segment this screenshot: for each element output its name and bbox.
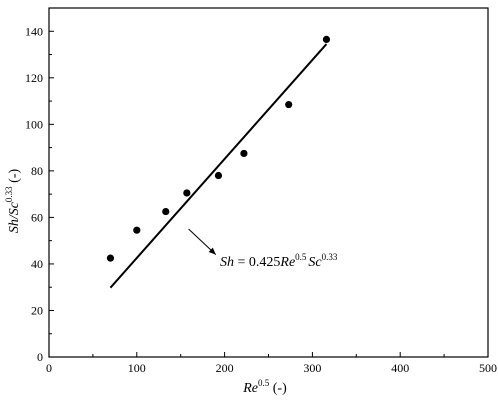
- y-tick-label: 120: [25, 71, 43, 85]
- y-tick-label: 60: [31, 210, 43, 224]
- y-tick-label: 80: [31, 164, 43, 178]
- fit-line-group: [109, 43, 328, 289]
- y-tick-label: 0: [37, 350, 43, 364]
- x-tick-label: 100: [128, 361, 146, 375]
- plot-frame: [48, 7, 489, 358]
- y-axis-label: Sh/Sc0.33 (-): [4, 168, 22, 233]
- fit-equation-annotation: Sh = 0.425Re0.5 Sc0.33: [220, 252, 338, 270]
- y-axis-ticks: 0 20 40 60 80 100 120 140: [25, 7, 54, 364]
- fit-line: [109, 43, 328, 289]
- x-axis-label: Re0.5 (-): [242, 378, 287, 396]
- y-tick-label: 20: [31, 303, 43, 317]
- data-point: [183, 189, 191, 197]
- x-tick-label: 300: [303, 361, 321, 375]
- data-point: [240, 149, 248, 158]
- annotation-arrow: [188, 228, 217, 255]
- data-point: [285, 100, 293, 109]
- data-point: [322, 35, 331, 44]
- x-tick-label: 0: [46, 361, 52, 375]
- data-point: [133, 226, 141, 234]
- x-axis-ticks: 0 100 200 300 400 500: [46, 352, 497, 375]
- x-tick-label: 400: [391, 361, 409, 375]
- x-tick-label: 500: [479, 361, 497, 375]
- y-tick-label: 40: [31, 257, 43, 271]
- arrow-head: [208, 247, 216, 255]
- data-points: [106, 35, 331, 262]
- data-point: [214, 171, 223, 180]
- y-tick-label: 140: [25, 24, 43, 38]
- axes: [48, 7, 489, 358]
- y-tick-label: 100: [25, 117, 43, 131]
- x-tick-label: 200: [216, 361, 234, 375]
- data-point: [162, 207, 170, 216]
- data-point: [106, 254, 115, 262]
